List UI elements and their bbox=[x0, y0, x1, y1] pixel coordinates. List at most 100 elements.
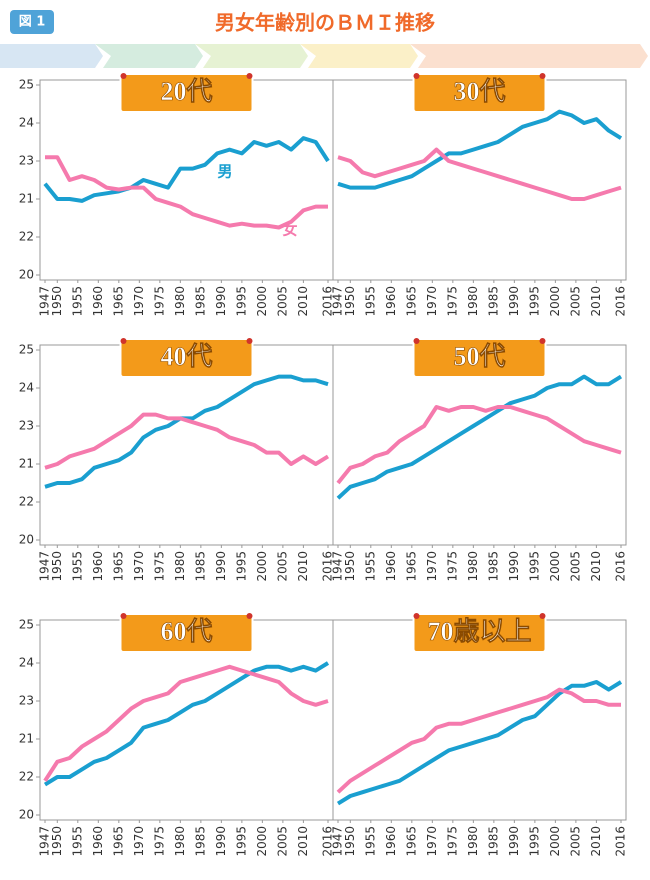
x-tick-label: 1975 bbox=[445, 551, 459, 582]
x-tick-label: 1960 bbox=[384, 551, 398, 582]
x-tick-label: 1960 bbox=[384, 826, 398, 857]
pin bbox=[539, 613, 546, 619]
x-tick-label: 1965 bbox=[111, 826, 125, 857]
y-tick-label: 23 bbox=[19, 419, 34, 433]
x-tick-label: 1950 bbox=[343, 826, 357, 857]
line bbox=[43, 664, 329, 782]
x-tick-label: 1970 bbox=[425, 286, 439, 317]
x-tick-label: 2005 bbox=[568, 551, 582, 582]
x-tick-label: 2010 bbox=[589, 551, 603, 582]
line bbox=[43, 136, 330, 203]
x-tick-label: 2010 bbox=[296, 286, 310, 317]
x-tick-label: 1955 bbox=[363, 551, 377, 582]
panel-title: 50代 bbox=[453, 342, 505, 371]
title-badge bbox=[412, 73, 547, 113]
x-tick-label: 2010 bbox=[296, 826, 310, 857]
x-tick-label: 2005 bbox=[275, 551, 289, 582]
y-tick-label: 22 bbox=[19, 230, 34, 244]
y-tick-label: 21 bbox=[19, 192, 34, 206]
x-tick-label: 1970 bbox=[132, 826, 146, 857]
x-tick-label: 2016 bbox=[614, 551, 628, 582]
y-tick-label: 20 bbox=[19, 808, 34, 822]
y-tick-label: 23 bbox=[19, 154, 34, 168]
band bbox=[300, 44, 418, 68]
x-tick-label: 1965 bbox=[404, 826, 418, 857]
x-tick-label: 1995 bbox=[234, 551, 248, 582]
x-tick-label: 1965 bbox=[404, 286, 418, 317]
x-tick-label: 2016 bbox=[321, 286, 335, 317]
legend-label: 男 bbox=[217, 163, 232, 181]
x-tick-label: 2000 bbox=[548, 826, 562, 857]
line bbox=[337, 147, 622, 201]
y-tick-label: 21 bbox=[19, 457, 34, 471]
band bbox=[410, 44, 648, 68]
y-tick-label: 23 bbox=[19, 694, 34, 708]
panel bbox=[332, 79, 627, 281]
band bbox=[95, 44, 203, 68]
title-badge bbox=[119, 338, 254, 378]
y-tick-label: 25 bbox=[19, 343, 34, 357]
x-tick-label: 1947 bbox=[331, 551, 345, 582]
x-tick-label: 1960 bbox=[91, 551, 105, 582]
x-tick-label: 2000 bbox=[255, 826, 269, 857]
x-tick-label: 1965 bbox=[111, 551, 125, 582]
x-tick-label: 2005 bbox=[275, 826, 289, 857]
x-tick-label: 1975 bbox=[445, 826, 459, 857]
x-tick-label: 2000 bbox=[255, 286, 269, 317]
x-tick-label: 1995 bbox=[527, 286, 541, 317]
x-tick-label: 1947 bbox=[331, 826, 345, 857]
y-tick-label: 24 bbox=[19, 656, 34, 670]
x-tick-label: 1975 bbox=[152, 551, 166, 582]
x-tick-label: 1990 bbox=[507, 286, 521, 317]
x-tick-label: 1960 bbox=[384, 286, 398, 317]
x-tick-label: 1990 bbox=[214, 286, 228, 317]
pin bbox=[413, 73, 420, 79]
y-tick-label: 24 bbox=[19, 116, 34, 130]
x-tick-label: 1955 bbox=[70, 826, 84, 857]
title-badge bbox=[412, 338, 547, 378]
line bbox=[336, 374, 623, 500]
x-tick-label: 1960 bbox=[91, 286, 105, 317]
line bbox=[337, 109, 623, 190]
line bbox=[44, 412, 330, 470]
title-badge bbox=[412, 613, 547, 653]
y-tick-label: 20 bbox=[19, 268, 34, 282]
x-tick-label: 1965 bbox=[111, 286, 125, 317]
x-tick-label: 1950 bbox=[343, 551, 357, 582]
x-tick-label: 2005 bbox=[568, 286, 582, 317]
x-tick-label: 1980 bbox=[173, 286, 187, 317]
x-tick-label: 1965 bbox=[404, 551, 418, 582]
page-title: 男女年齢別のＢＭＩ推移 bbox=[215, 11, 435, 35]
x-tick-label: 1975 bbox=[445, 286, 459, 317]
x-tick-label: 1990 bbox=[507, 826, 521, 857]
pin bbox=[120, 73, 127, 79]
pin bbox=[539, 338, 546, 344]
x-tick-label: 1955 bbox=[70, 286, 84, 317]
pin bbox=[120, 338, 127, 344]
x-tick-label: 1990 bbox=[214, 826, 228, 857]
pin bbox=[120, 613, 127, 619]
x-tick-label: 1947 bbox=[331, 286, 345, 317]
x-tick-label: 1985 bbox=[486, 551, 500, 582]
line bbox=[45, 155, 328, 230]
x-tick-label: 1980 bbox=[466, 826, 480, 857]
y-tick-label: 20 bbox=[19, 533, 34, 547]
panel-title: 60代 bbox=[160, 617, 212, 646]
y-tick-label: 25 bbox=[19, 618, 34, 632]
y-tick-label: 25 bbox=[19, 78, 34, 92]
x-tick-label: 2000 bbox=[548, 286, 562, 317]
x-tick-label: 2016 bbox=[614, 826, 628, 857]
pin bbox=[246, 613, 253, 619]
x-tick-label: 1955 bbox=[363, 286, 377, 317]
line bbox=[336, 405, 622, 485]
x-tick-label: 1995 bbox=[527, 551, 541, 582]
pin bbox=[246, 73, 253, 79]
x-tick-label: 1980 bbox=[466, 551, 480, 582]
x-tick-label: 1985 bbox=[193, 286, 207, 317]
x-tick-label: 2016 bbox=[321, 826, 335, 857]
y-tick-label: 24 bbox=[19, 381, 34, 395]
y-tick-label: 21 bbox=[19, 732, 34, 746]
x-tick-label: 1990 bbox=[214, 551, 228, 582]
x-tick-label: 2005 bbox=[568, 826, 582, 857]
